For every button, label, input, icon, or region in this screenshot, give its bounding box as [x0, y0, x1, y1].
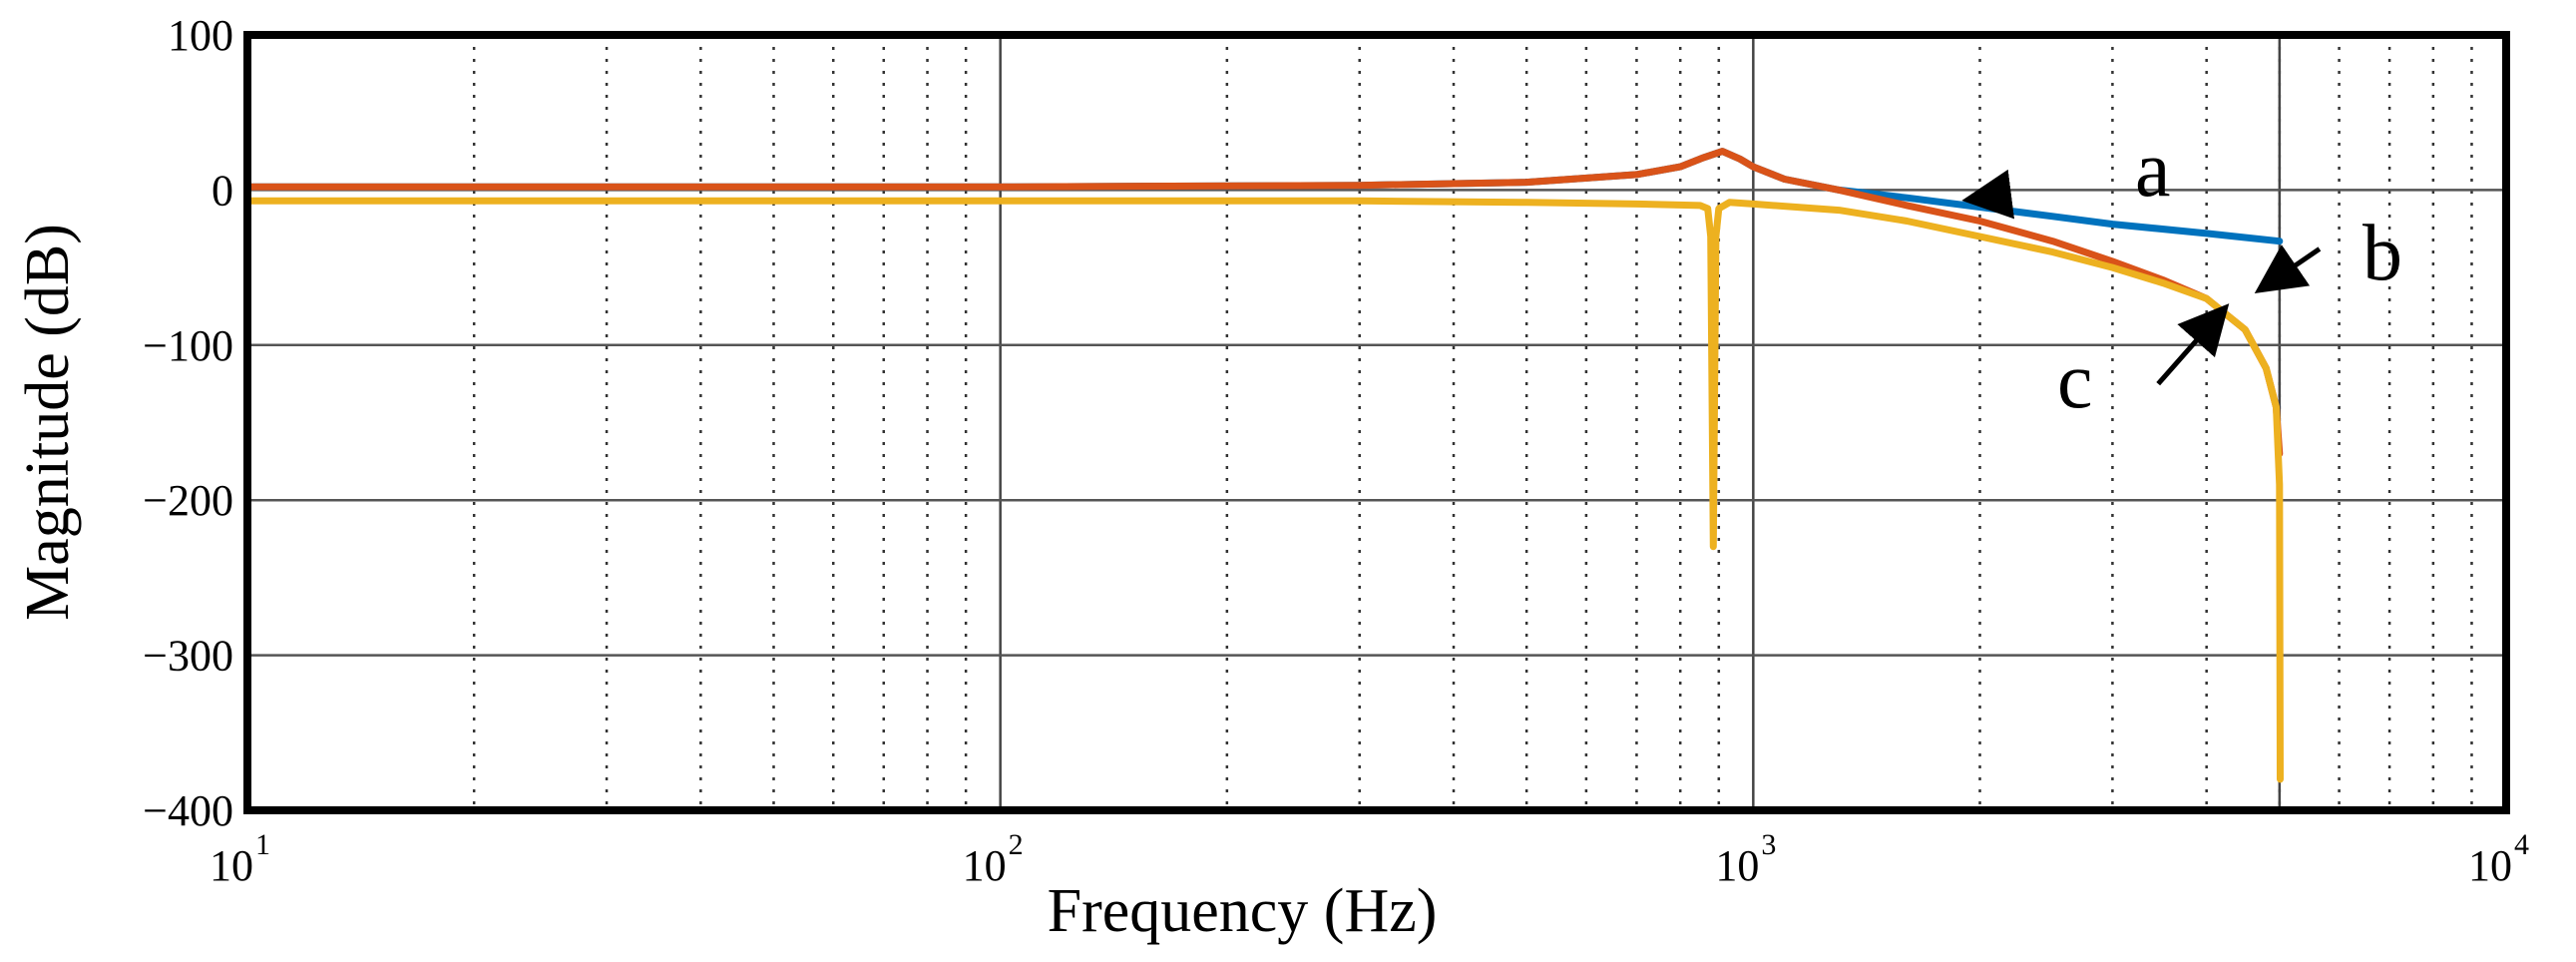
annotations: a b c	[1961, 126, 2402, 425]
x-tick-label: 10 1	[210, 828, 270, 890]
x-tick-exponent: 3	[1761, 828, 1776, 861]
x-tick-base: 10	[2468, 841, 2512, 890]
x-tick-base: 10	[963, 841, 1007, 890]
annotation-arrow-c	[2156, 303, 2230, 386]
y-tick-label: −100	[143, 321, 233, 370]
x-tick-exponent: 1	[255, 828, 270, 861]
y-tick-label: −200	[143, 476, 233, 525]
x-tick-base: 10	[1715, 841, 1759, 890]
x-tick-label: 10 3	[1715, 828, 1776, 890]
y-tick-label: 0	[212, 166, 233, 215]
annotation-label-c: c	[2057, 337, 2093, 425]
y-axis-title: Magnitude (dB)	[14, 224, 82, 621]
series-c-line	[247, 197, 2284, 783]
x-axis-title: Frequency (Hz)	[1048, 877, 1438, 945]
annotation-label-b: b	[2362, 210, 2402, 297]
annotation-arrow-a	[1961, 169, 2015, 220]
annotation-arrow-b	[2254, 244, 2322, 293]
annotation-label-a: a	[2135, 126, 2171, 214]
y-tick-label: −300	[143, 632, 233, 681]
x-tick-label: 10 4	[2468, 828, 2529, 890]
y-tick-label: −400	[143, 786, 233, 835]
x-tick-label: 10 2	[963, 828, 1024, 890]
x-tick-exponent: 4	[2514, 828, 2529, 861]
y-tick-label: 100	[168, 11, 233, 60]
x-tick-exponent: 2	[1009, 828, 1024, 861]
x-tick-base: 10	[210, 841, 253, 890]
plot-frame	[243, 31, 2510, 814]
